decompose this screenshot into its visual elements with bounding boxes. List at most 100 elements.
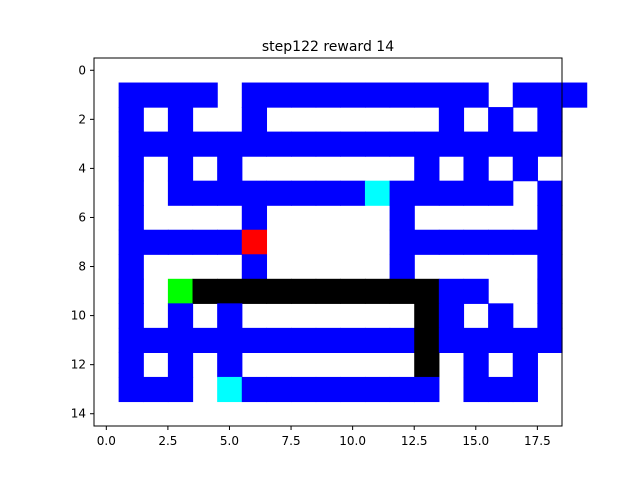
wall-cell xyxy=(364,327,391,353)
wall-cell xyxy=(167,180,194,206)
wall-cell xyxy=(340,376,366,403)
wall-cell xyxy=(463,131,489,157)
wall-cell xyxy=(488,376,514,403)
wall-cell xyxy=(537,107,563,133)
x-tick-label: 15.0 xyxy=(462,434,489,448)
wall-cell xyxy=(192,180,218,206)
wall-cell xyxy=(241,82,268,108)
wall-cell xyxy=(315,131,341,157)
wall-cell xyxy=(241,205,268,231)
wall-cell xyxy=(266,82,292,108)
wall-cell xyxy=(118,303,144,329)
wall-cell xyxy=(463,278,489,304)
trail-cell xyxy=(414,303,440,329)
wall-cell xyxy=(167,352,194,378)
trail-cell xyxy=(364,278,391,304)
trail-cell xyxy=(192,278,218,304)
wall-cell xyxy=(118,156,144,182)
wall-cell xyxy=(463,327,489,353)
wall-cell xyxy=(241,107,268,133)
wall-cell xyxy=(438,327,465,353)
wall-cell xyxy=(118,352,144,378)
wall-cell xyxy=(241,327,268,353)
wall-cell xyxy=(266,180,292,206)
wall-cell xyxy=(143,327,169,353)
wall-cell xyxy=(192,229,218,255)
wall-cell xyxy=(512,131,538,157)
wall-cell xyxy=(118,180,144,206)
y-tick-label: 8 xyxy=(78,260,86,274)
wall-cell xyxy=(512,156,538,182)
wall-cell xyxy=(291,376,317,403)
plot-title: step122 reward 14 xyxy=(262,39,394,55)
wall-cell xyxy=(562,82,588,108)
wall-cell xyxy=(266,327,292,353)
trail-cell xyxy=(414,278,440,304)
wall-cell xyxy=(389,82,415,108)
wall-cell xyxy=(118,376,144,403)
x-tick-label: 10.0 xyxy=(339,434,366,448)
wall-cell xyxy=(217,180,243,206)
wall-cell xyxy=(488,303,514,329)
wall-cell xyxy=(438,180,465,206)
wall-cell xyxy=(438,131,465,157)
x-tick-label: 5.0 xyxy=(220,434,239,448)
wall-cell xyxy=(340,180,366,206)
wall-cell xyxy=(488,327,514,353)
y-tick-label: 12 xyxy=(71,358,86,372)
y-tick-label: 4 xyxy=(78,161,86,175)
x-tick-label: 2.5 xyxy=(158,434,177,448)
wall-cell xyxy=(167,376,194,403)
wall-cell xyxy=(537,205,563,231)
y-tick-label: 2 xyxy=(78,112,86,126)
wall-cell xyxy=(315,376,341,403)
wall-cell xyxy=(118,205,144,231)
x-axis: 0.0 2.5 5.0 7.5 10.0 12.5 15.0 17.5 xyxy=(97,426,551,448)
wall-cell xyxy=(488,131,514,157)
wall-cell xyxy=(463,229,489,255)
wall-cell xyxy=(488,180,514,206)
wall-cell xyxy=(217,131,243,157)
wall-cell xyxy=(414,376,440,403)
wall-cell xyxy=(192,82,218,108)
wall-cell xyxy=(537,327,563,353)
wall-cell xyxy=(241,180,268,206)
wall-cell xyxy=(118,327,144,353)
wall-cell xyxy=(512,82,538,108)
pellet-cell xyxy=(364,180,391,206)
wall-cell xyxy=(143,229,169,255)
wall-cell xyxy=(241,376,268,403)
wall-cell xyxy=(167,107,194,133)
wall-cell xyxy=(438,303,465,329)
wall-cell xyxy=(389,376,415,403)
wall-cell xyxy=(537,303,563,329)
trail-cell xyxy=(266,278,292,304)
wall-cell xyxy=(389,180,415,206)
wall-cell xyxy=(463,156,489,182)
y-axis: 0 2 4 6 8 10 12 14 xyxy=(71,63,94,421)
wall-cell xyxy=(192,131,218,157)
wall-cell xyxy=(241,254,268,280)
plot-frame xyxy=(93,57,563,427)
wall-cell xyxy=(291,82,317,108)
wall-cell xyxy=(340,327,366,353)
wall-cell xyxy=(438,82,465,108)
wall-cell xyxy=(389,131,415,157)
wall-cell xyxy=(414,131,440,157)
wall-cell xyxy=(340,131,366,157)
wall-cell xyxy=(389,229,415,255)
wall-cell xyxy=(414,229,440,255)
wall-cell xyxy=(389,205,415,231)
wall-cell xyxy=(167,156,194,182)
wall-cell xyxy=(192,327,218,353)
wall-cell xyxy=(512,376,538,403)
trail-cell xyxy=(414,327,440,353)
wall-cell xyxy=(167,82,194,108)
wall-cell xyxy=(118,278,144,304)
wall-cell xyxy=(537,229,563,255)
x-tick-label: 0.0 xyxy=(97,434,116,448)
wall-cell xyxy=(315,82,341,108)
x-tick-label: 17.5 xyxy=(524,434,551,448)
wall-cell xyxy=(537,82,563,108)
